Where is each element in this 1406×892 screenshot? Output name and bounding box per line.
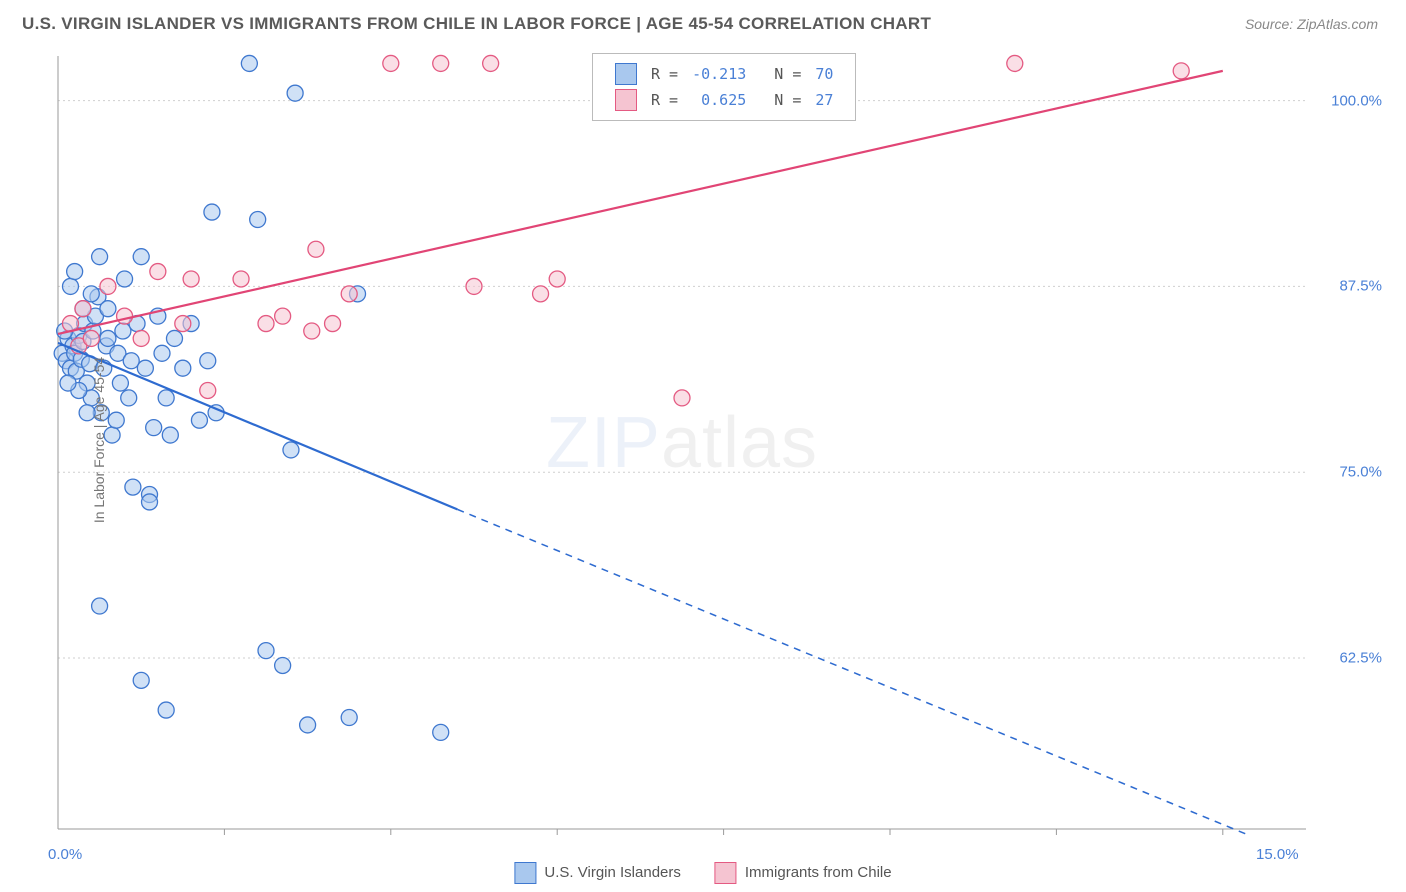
x-tick-label: 0.0%	[48, 846, 82, 863]
legend-item: Immigrants from Chile	[715, 862, 892, 884]
y-tick-label: 62.5%	[1339, 650, 1382, 667]
source-credit: Source: ZipAtlas.com	[1245, 16, 1378, 32]
legend-swatch	[615, 63, 637, 85]
y-tick-label: 100.0%	[1331, 92, 1382, 109]
x-tick-label: 15.0%	[1256, 846, 1299, 863]
y-tick-label: 75.0%	[1339, 464, 1382, 481]
y-axis-label: In Labor Force | Age 45-54	[91, 357, 107, 523]
correlation-legend-box: R =-0.213N =70R =0.625N =27	[592, 53, 856, 121]
chart-plot-area: ZIPatlas R =-0.213N =70R =0.625N =27 62.…	[52, 50, 1312, 835]
legend-swatch	[615, 89, 637, 111]
legend-swatch	[514, 862, 536, 884]
y-tick-label: 87.5%	[1339, 278, 1382, 295]
series-legend: U.S. Virgin Islanders Immigrants from Chi…	[514, 862, 891, 884]
legend-item: U.S. Virgin Islanders	[514, 862, 680, 884]
chart-title: U.S. VIRGIN ISLANDER VS IMMIGRANTS FROM …	[22, 14, 931, 34]
scatter-chart-svg	[52, 50, 1312, 835]
legend-swatch	[715, 862, 737, 884]
